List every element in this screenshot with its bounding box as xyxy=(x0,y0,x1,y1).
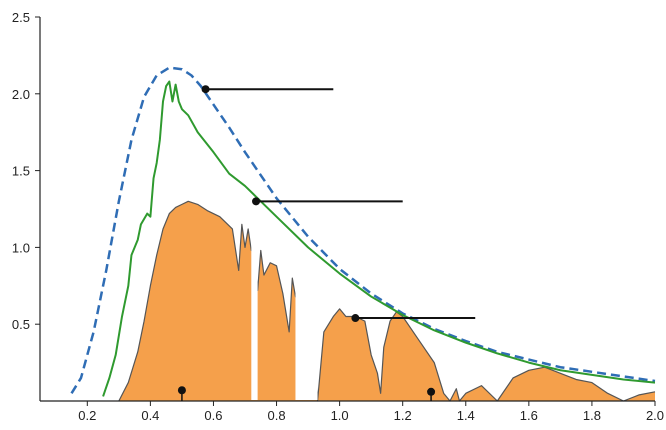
axes: 0.2 0.4 0.6 0.8 1.0 1.2 1.4 1.6 1.8 2.0 0.5 1.0 1.5 2… xyxy=(12,10,664,423)
x-tick-label: 1.0 xyxy=(331,408,349,423)
pointer-lines xyxy=(201,85,476,323)
baseline-marker-dot xyxy=(427,387,436,396)
line-series xyxy=(70,66,656,397)
y-tick-label: 1.5 xyxy=(12,164,30,179)
pointer-dot xyxy=(201,85,210,94)
absorption-gap xyxy=(251,17,258,400)
x-tick-label: 0.2 xyxy=(78,408,96,423)
filled-area-series xyxy=(118,201,656,401)
baseline-markers xyxy=(177,386,436,401)
y-tick-label: 2.5 xyxy=(12,10,30,25)
solid-curve-series xyxy=(102,80,656,397)
y-tick-label: 2.0 xyxy=(12,87,30,102)
x-tick-label: 0.4 xyxy=(141,408,159,423)
x-tick-label: 1.6 xyxy=(520,408,538,423)
absorption-gap xyxy=(295,17,318,400)
pointer-dot xyxy=(351,314,360,323)
x-tick-label: 1.8 xyxy=(583,408,601,423)
x-tick-label: 0.6 xyxy=(204,408,222,423)
x-tick-label: 2.0 xyxy=(646,408,664,423)
baseline-marker-dot xyxy=(177,386,186,395)
dashed-curve-series xyxy=(70,66,656,394)
absorption-gaps xyxy=(251,17,318,400)
filled-series xyxy=(118,200,656,402)
pointer-dot xyxy=(252,197,261,206)
x-tick-label: 1.4 xyxy=(457,408,475,423)
x-tick-label: 0.8 xyxy=(267,408,285,423)
x-tick-label: 1.2 xyxy=(394,408,412,423)
y-tick-label: 0.5 xyxy=(12,317,30,332)
y-tick-label: 1.0 xyxy=(12,240,30,255)
